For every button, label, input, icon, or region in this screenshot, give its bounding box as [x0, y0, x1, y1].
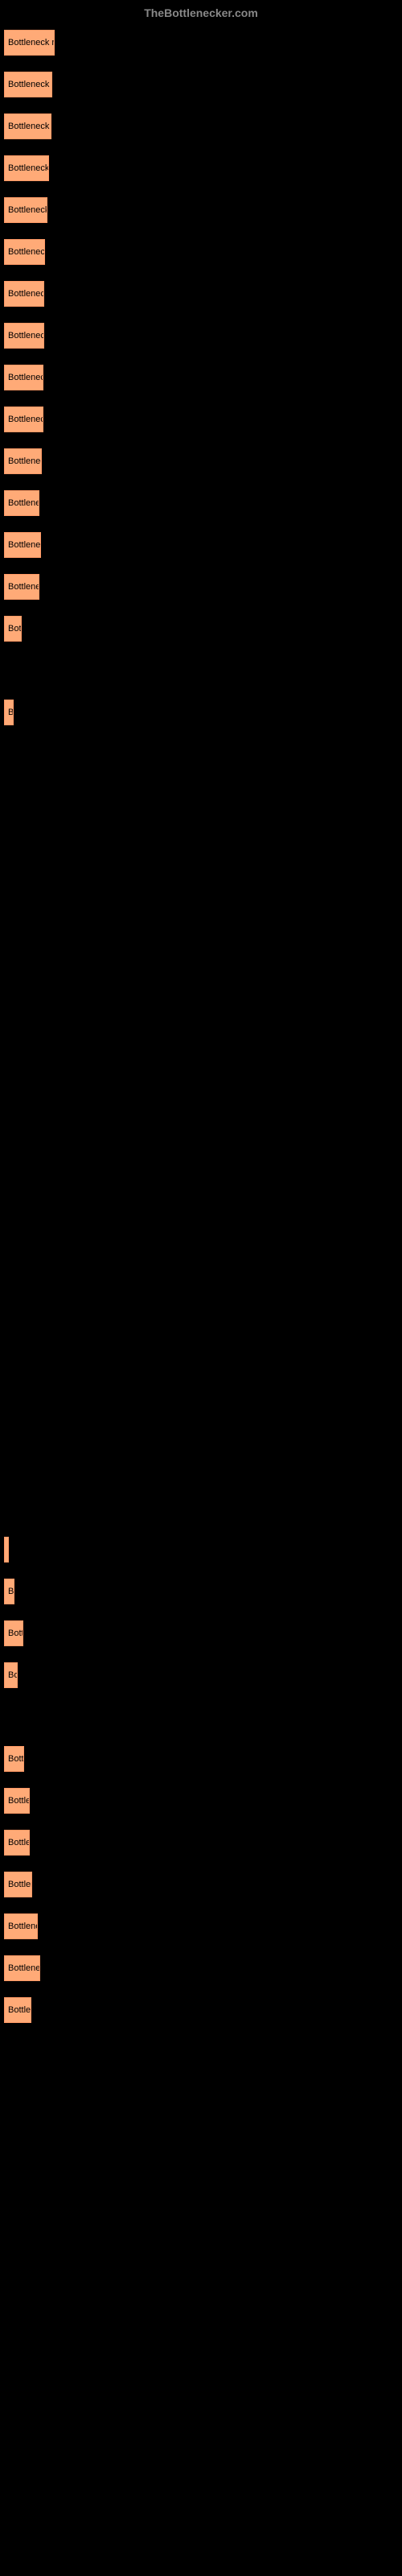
bar [4, 1704, 398, 1730]
bar-row: Bottlene [4, 1955, 398, 1981]
bar-row: Bott [4, 1620, 398, 1646]
bar-row: Bottleneck [4, 365, 398, 390]
bar [4, 1495, 398, 1521]
bar: Bottleneck re [4, 30, 55, 56]
bar-row: Bottlenec [4, 532, 398, 558]
bar [4, 1411, 398, 1437]
bar [4, 783, 398, 809]
bar-row: Bottle [4, 1997, 398, 2023]
bar: Bottleneck [4, 323, 44, 349]
bar-row [4, 741, 398, 767]
bar-row [4, 1327, 398, 1353]
bar-row [4, 1453, 398, 1479]
bar-row: Bottle [4, 1788, 398, 1814]
bar [4, 1244, 398, 1269]
bar [4, 1453, 398, 1479]
bar: Bot [4, 616, 22, 642]
bar: Bott [4, 1620, 23, 1646]
bar [4, 1034, 398, 1060]
bar-row [4, 1369, 398, 1395]
bar: Bott [4, 1746, 24, 1772]
bar-row [4, 951, 398, 976]
bar [4, 993, 398, 1018]
bar [4, 658, 398, 683]
bar: Bottleneck [4, 407, 43, 432]
bar-row: Bottle [4, 1830, 398, 1856]
bar-row [4, 1537, 398, 1563]
bar: Bottler [4, 1872, 32, 1897]
bar: Bottleneck t [4, 155, 49, 181]
bar-row: Bot [4, 616, 398, 642]
bar-row: Bottleneck r [4, 72, 398, 97]
bar-row: Bottleneck c [4, 114, 398, 139]
bar: Bottle [4, 1788, 30, 1814]
bar-row [4, 993, 398, 1018]
bar-row [4, 1411, 398, 1437]
bar-row [4, 1286, 398, 1311]
bar-row [4, 1495, 398, 1521]
bar [4, 741, 398, 767]
bar-row [4, 1118, 398, 1144]
bar-row: Bottleneck [4, 239, 398, 265]
bar: Bottleneck [4, 281, 44, 307]
bar-row: Bottlene [4, 490, 398, 516]
bar: Bottlene [4, 490, 39, 516]
bar [4, 1369, 398, 1395]
bar [4, 825, 398, 851]
bar: Bottle [4, 1997, 31, 2023]
bar [4, 1286, 398, 1311]
bar: Bottlene [4, 1913, 38, 1939]
bar-row: Bottlenec [4, 448, 398, 474]
bar-row: Bo [4, 1662, 398, 1688]
bar-row [4, 1202, 398, 1228]
bar-row [4, 1034, 398, 1060]
bar [4, 1160, 398, 1186]
bar [4, 867, 398, 893]
bar: Bottlenec [4, 532, 41, 558]
bar: Bottlene [4, 1955, 40, 1981]
bar [4, 1076, 398, 1102]
bar-row [4, 1160, 398, 1186]
bar: Bottlene [4, 574, 39, 600]
bar: Bottlenec [4, 448, 42, 474]
bar-row: Bottlene [4, 1913, 398, 1939]
bar-row [4, 1704, 398, 1730]
bar [4, 1118, 398, 1144]
bar-row: B [4, 700, 398, 725]
bar-row: Bottleneck [4, 323, 398, 349]
bar [4, 909, 398, 935]
bar: Bottleneck [4, 239, 45, 265]
bar: Bottleneck r [4, 72, 52, 97]
bar: Bottleneck c [4, 114, 51, 139]
bar: B [4, 700, 14, 725]
bar-row: Bottlene [4, 574, 398, 600]
bar: Bottleneck [4, 365, 43, 390]
bar: Bo [4, 1662, 18, 1688]
bar: Bottle [4, 1830, 30, 1856]
bar [4, 1537, 9, 1563]
bar [4, 951, 398, 976]
bar-row [4, 825, 398, 851]
bar [4, 1327, 398, 1353]
bar-row [4, 909, 398, 935]
bar-row: B [4, 1579, 398, 1604]
bar-row [4, 658, 398, 683]
bar-row: Bottler [4, 1872, 398, 1897]
bar-row [4, 1076, 398, 1102]
bar-row: Bottleneck [4, 281, 398, 307]
bar-row [4, 867, 398, 893]
bar-row: Bottleneck [4, 197, 398, 223]
bar-chart: Bottleneck re Bottleneck r Bottleneck c Bot… [0, 26, 402, 2043]
bar-row: Bott [4, 1746, 398, 1772]
bar-row [4, 783, 398, 809]
bar-row: Bottleneck t [4, 155, 398, 181]
bar-row: Bottleneck [4, 407, 398, 432]
header-brand: TheBottlenecker.com [0, 0, 402, 26]
bar [4, 1202, 398, 1228]
bar-row [4, 1244, 398, 1269]
bar: B [4, 1579, 14, 1604]
bar-row: Bottleneck re [4, 30, 398, 56]
bar: Bottleneck [4, 197, 47, 223]
